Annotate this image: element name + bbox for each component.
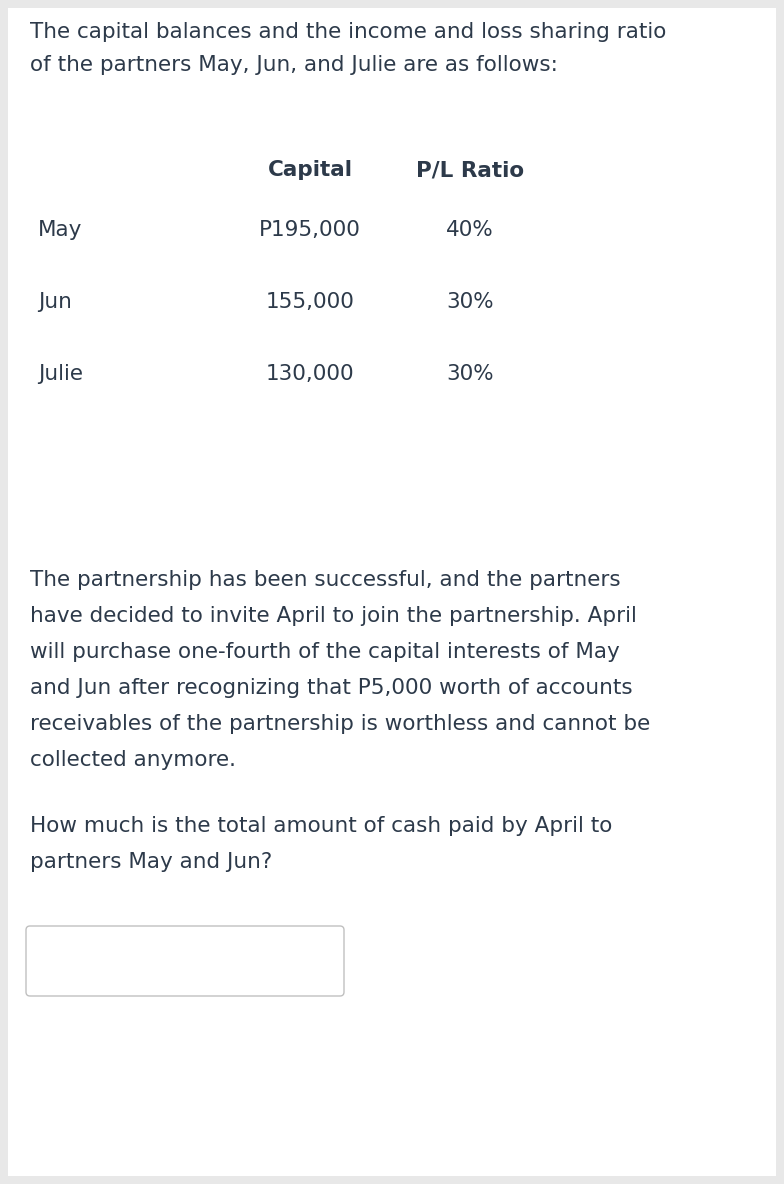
Text: The partnership has been successful, and the partners: The partnership has been successful, and… bbox=[30, 570, 621, 590]
Text: 40%: 40% bbox=[446, 220, 494, 240]
Text: May: May bbox=[38, 220, 82, 240]
Text: have decided to invite April to join the partnership. April: have decided to invite April to join the… bbox=[30, 606, 637, 626]
FancyBboxPatch shape bbox=[8, 8, 776, 1176]
Text: and Jun after recognizing that P5,000 worth of accounts: and Jun after recognizing that P5,000 wo… bbox=[30, 678, 633, 699]
Text: Capital: Capital bbox=[267, 160, 353, 180]
Text: The capital balances and the income and loss sharing ratio: The capital balances and the income and … bbox=[30, 22, 666, 41]
Text: will purchase one-fourth of the capital interests of May: will purchase one-fourth of the capital … bbox=[30, 642, 619, 662]
Text: 30%: 30% bbox=[446, 292, 494, 313]
Text: collected anymore.: collected anymore. bbox=[30, 749, 236, 770]
Text: How much is the total amount of cash paid by April to: How much is the total amount of cash pai… bbox=[30, 816, 612, 836]
Text: of the partners May, Jun, and Julie are as follows:: of the partners May, Jun, and Julie are … bbox=[30, 54, 558, 75]
Text: 130,000: 130,000 bbox=[266, 363, 354, 384]
Text: Julie: Julie bbox=[38, 363, 83, 384]
Text: Jun: Jun bbox=[38, 292, 72, 313]
Text: receivables of the partnership is worthless and cannot be: receivables of the partnership is worthl… bbox=[30, 714, 650, 734]
Text: P/L Ratio: P/L Ratio bbox=[416, 160, 524, 180]
FancyBboxPatch shape bbox=[26, 926, 344, 996]
Text: partners May and Jun?: partners May and Jun? bbox=[30, 852, 272, 871]
Text: P195,000: P195,000 bbox=[259, 220, 361, 240]
Text: 155,000: 155,000 bbox=[266, 292, 354, 313]
Text: 30%: 30% bbox=[446, 363, 494, 384]
